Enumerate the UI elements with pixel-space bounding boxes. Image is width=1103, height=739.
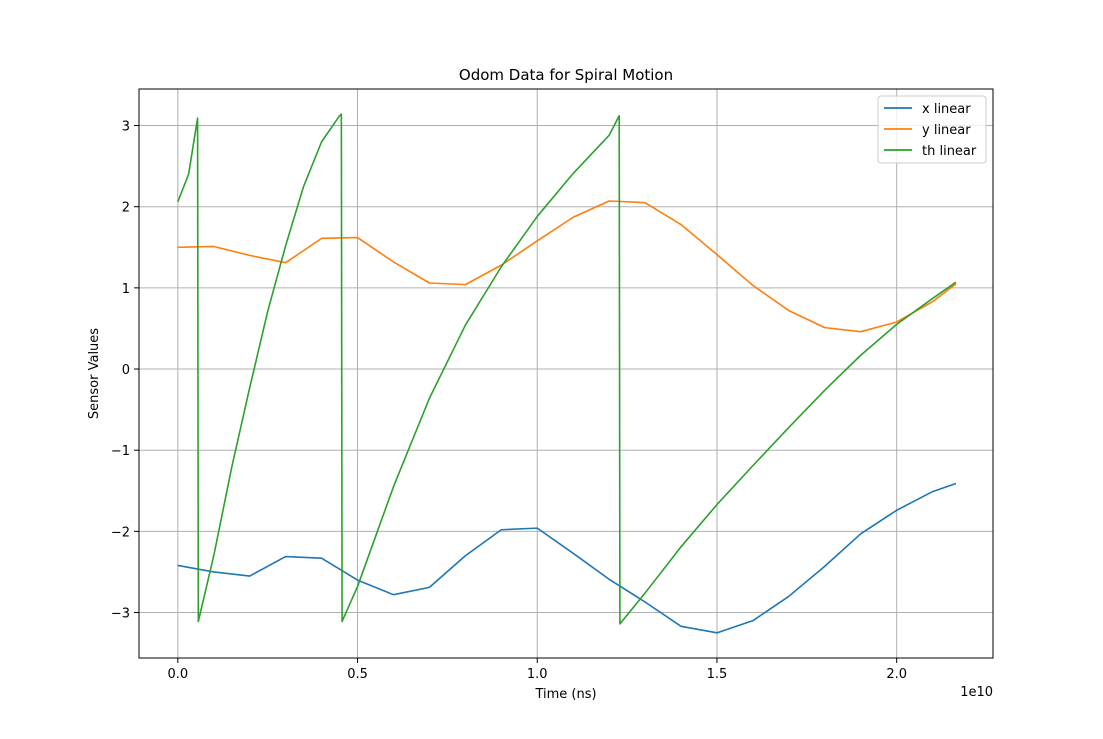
series-layer <box>177 113 957 634</box>
x-tick-label: 1.0 <box>527 667 548 682</box>
ticks: 0.0 0.5 1.0 1.5 2.0 −3 −2 −1 0 1 2 3 <box>111 120 907 682</box>
grid <box>139 89 993 658</box>
legend: x linear y linear th linear <box>877 95 987 164</box>
y-tick-label: 3 <box>122 120 130 135</box>
series-line-th-linear <box>177 113 957 625</box>
x-tick-label: 1.5 <box>707 667 728 682</box>
legend-box <box>877 95 987 164</box>
chart-title: Odom Data for Spiral Motion <box>459 66 673 84</box>
series-line-x-linear <box>177 482 957 634</box>
x-tick-label: 0.5 <box>347 667 368 682</box>
y-tick-label: −2 <box>111 525 130 540</box>
legend-entry-label: x linear <box>922 102 971 117</box>
y-tick-label: 1 <box>122 282 130 297</box>
y-axis-label: Sensor Values <box>87 328 102 419</box>
series-line-y-linear <box>177 200 957 333</box>
y-tick-label: 0 <box>122 363 130 378</box>
x-tick-label: 2.0 <box>886 667 907 682</box>
y-tick-label: −1 <box>111 444 130 459</box>
y-tick-label: −3 <box>111 607 130 622</box>
y-tick-label: 2 <box>122 201 130 216</box>
plot-frame <box>138 88 994 659</box>
x-tick-label: 0.0 <box>167 667 188 682</box>
x-axis-offset-label: 1e10 <box>960 685 993 700</box>
legend-entry-label: y linear <box>922 123 971 138</box>
x-axis-label: Time (ns) <box>534 687 596 702</box>
legend-entry-label: th linear <box>922 144 977 159</box>
